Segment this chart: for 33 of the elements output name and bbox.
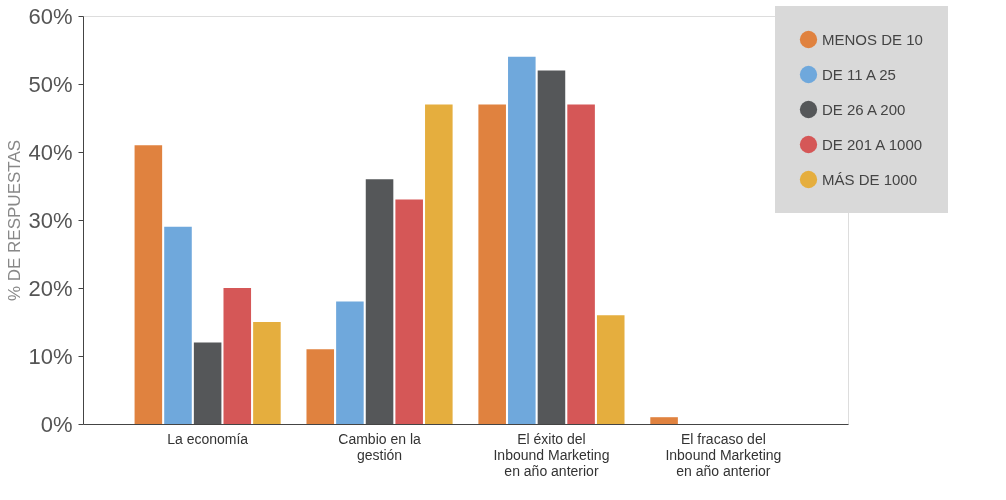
y-axis-title: % DE RESPUESTAS (5, 139, 25, 302)
bar (425, 104, 453, 424)
y-tick-label: 50% (28, 71, 73, 97)
x-tick-label: La economía (167, 430, 249, 447)
bar (650, 417, 678, 424)
bar (596, 315, 625, 424)
y-tick-label: 10% (28, 343, 73, 369)
y-tick-label: 60% (28, 3, 73, 29)
bar (395, 199, 423, 424)
x-tick-label: El fracaso del Inbound Marketing en año anterior (665, 430, 782, 479)
bar (508, 56, 536, 424)
bar (567, 104, 595, 424)
x-tick-label: Cambio en la gestión (338, 430, 421, 463)
bar (306, 349, 335, 424)
bar (537, 70, 566, 424)
bar (253, 322, 281, 424)
bar (365, 179, 394, 424)
legend-label: DE 11 A 25 (822, 65, 896, 83)
bar (478, 104, 506, 424)
bar (336, 301, 364, 424)
legend-label: DE 26 A 200 (822, 100, 906, 118)
bar (134, 145, 163, 424)
y-tick-label: 40% (28, 139, 73, 165)
bar (164, 226, 192, 424)
bar (193, 342, 222, 424)
legend-label: DE 201 A 1000 (822, 135, 923, 153)
y-tick-label: 0% (40, 411, 73, 437)
y-tick-label: 30% (28, 207, 73, 233)
x-tick-label: El éxito del Inbound Marketing en año anterior (493, 430, 610, 479)
legend-label: MENOS DE 10 (822, 30, 923, 48)
legend-label: MÁS DE 1000 (822, 170, 918, 188)
bar (223, 288, 252, 424)
y-tick-label: 20% (28, 275, 73, 301)
